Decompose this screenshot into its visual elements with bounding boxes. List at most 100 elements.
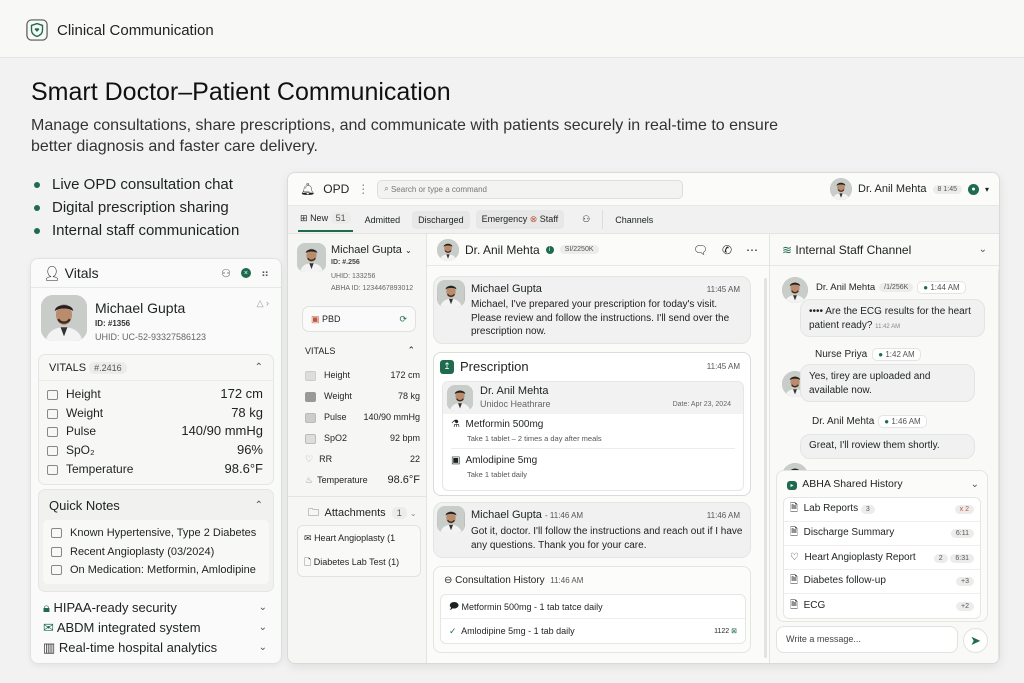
vital-row: Weight 78 kg — [47, 404, 263, 423]
doctor-org: Unidoc Heathrare — [480, 399, 551, 409]
vital-row: ♨ Temperature 98.6°F — [305, 470, 420, 491]
database-icon: ≋ — [782, 242, 793, 257]
close-box-icon[interactable]: ⊠ — [731, 628, 737, 635]
abha-count: 3 — [860, 505, 875, 514]
quick-notes-title: Quick Notes — [49, 497, 120, 513]
attachments-count: 1 — [391, 507, 407, 519]
history-icon: ⊖ — [444, 575, 453, 586]
bell-icon[interactable]: 🔔︎ — [300, 182, 316, 196]
vital-label: RR — [319, 454, 333, 464]
person-icon[interactable]: ⚇ — [221, 267, 231, 280]
vital-value: 172 cm — [220, 386, 263, 401]
message-icon[interactable]: 🗨︎ — [692, 242, 708, 257]
abha-label: Diabetes follow-up — [803, 575, 886, 586]
module-name[interactable]: OPD — [323, 182, 350, 196]
message-sender: Dr. Anil Mehta — [816, 282, 876, 293]
document-icon: 🗎 — [790, 527, 799, 538]
tab-discharged[interactable]: Discharged — [412, 210, 470, 229]
history-time: 11:46 AM — [550, 576, 584, 585]
staff-channel-title: Internal Staff Channel — [795, 242, 912, 257]
patient-id: ID: #1356 — [95, 319, 131, 328]
chevron-up-icon[interactable]: ⌃ — [254, 499, 263, 511]
patient-name: Michael Gupta — [95, 300, 186, 316]
chevron-up-icon[interactable]: ⌃ — [254, 362, 263, 373]
mail-icon: ✉︎ — [304, 533, 312, 543]
vital-row: Height 172 cm — [47, 385, 263, 404]
alert-chevron-icon[interactable]: △ › — [256, 298, 269, 308]
chevron-up-icon[interactable]: ⌃ — [407, 345, 415, 355]
history-item[interactable]: 🗩 Metformin 500mg - 1 tab tatce daily — [441, 595, 745, 619]
close-icon[interactable]: × — [240, 268, 251, 278]
vital-row: Height 172 cm — [305, 365, 420, 386]
send-button[interactable]: ➤ — [963, 628, 988, 653]
people-icon[interactable]: ⚇ — [570, 210, 604, 229]
message-time: 11:45 AM — [706, 285, 740, 294]
message-bubble: Michael Gupta 11:45 AM Michael, I've pre… — [433, 276, 751, 344]
feature-label: Real-time hospital analytics — [58, 640, 218, 655]
abha-badge: +3 — [956, 577, 974, 586]
chevron-down-icon[interactable]: ⌄ — [970, 478, 979, 490]
feature-hipaa[interactable]: 🔒︎ HIPAA-ready security ⌄ — [43, 598, 267, 618]
staff-panel: ≋ Internal Staff Channel ⌄ Dr. Anil Mehta… — [770, 234, 999, 663]
message-input[interactable]: Write a message... — [776, 626, 958, 653]
tab-emergency[interactable]: Emergency — [481, 214, 528, 224]
attachment-item[interactable]: 🗋 Diabetes Lab Test (1) — [304, 550, 420, 574]
attachments-header[interactable]: 🗀 Attachments 1 ⌄ — [308, 504, 417, 523]
avatar — [437, 238, 459, 261]
menu-icon[interactable]: ⠶ — [260, 267, 269, 280]
message-time: 11:46 AM — [706, 511, 740, 520]
tab-emergency-staff[interactable]: Emergency ⊗ Staff — [475, 210, 565, 229]
check-badge-icon: ✓ — [449, 625, 457, 636]
feature-abdm[interactable]: ✉︎ ABDM integrated system ⌄ — [43, 618, 267, 638]
tab-channels[interactable]: Channels — [615, 214, 654, 225]
message-bubble: •••• Are the ECG results for the heart p… — [800, 299, 985, 337]
message-time: 1:46 AM — [891, 417, 921, 426]
tab-admitted[interactable]: Admitted — [364, 214, 401, 225]
abha-item[interactable]: 🗎 Diabetes follow-up +3 — [784, 570, 980, 594]
feature-analytics[interactable]: ▥ Real-time hospital analytics ⌄ — [43, 638, 267, 658]
lock-icon: 🔒︎ — [43, 600, 50, 615]
tab-count: 51 — [330, 212, 351, 224]
tab-bar: ⊞ New 51 Admitted Discharged Emergency ⊗… — [288, 206, 999, 234]
scrollbar[interactable] — [764, 278, 767, 658]
chat-icon: 🗩 — [449, 600, 459, 611]
vital-value: 98.6°F — [387, 474, 420, 486]
bullet-dot — [34, 204, 40, 211]
abha-item[interactable]: 🗎 Lab Reports 3 x 2 — [784, 498, 980, 522]
tab-new[interactable]: ⊞ New 51 — [298, 207, 353, 232]
abha-item[interactable]: ♡ Heart Angioplasty Report 2 6:31 — [784, 546, 980, 570]
heart-check-icon: ♡ — [790, 552, 799, 563]
message-time: 1:42 AM — [885, 350, 915, 359]
pbd-button[interactable]: ▣ PBD ⟳ — [302, 306, 416, 332]
patient-name[interactable]: Michael Gupta ⌄ — [331, 244, 412, 256]
caret-down-icon[interactable]: ▾ — [984, 184, 989, 194]
vital-label: Height — [324, 370, 351, 380]
abha-badge: x 2 — [954, 505, 974, 514]
scrollbar[interactable] — [998, 270, 999, 660]
calendar-icon: ▣ — [311, 313, 320, 324]
tab-staff[interactable]: Staff — [539, 214, 559, 224]
prescription-card[interactable]: ↥ Prescription 11:45 AM Dr. Anil Mehta Un… — [433, 352, 751, 496]
chevron-down-icon[interactable]: ⌄ — [978, 244, 987, 255]
height-icon — [47, 389, 58, 400]
abha-item[interactable]: 🗎 Discharge Summary 6:11 — [784, 522, 980, 546]
chat-refresh-icon[interactable]: ⟳ — [399, 313, 407, 324]
weight-icon — [305, 391, 316, 402]
message-sender: Michael Gupta — [471, 509, 542, 521]
app-title: Clinical Communication — [57, 22, 214, 39]
history-item[interactable]: ✓ Amlodipine 5mg - 1 tab daily 1122 ⊠ — [441, 619, 745, 643]
attachment-item[interactable]: ✉︎ Heart Angioplasty (1 — [304, 526, 420, 550]
patient-summary: Michael Gupta ID: #1356 UHID: UC-52-9332… — [31, 288, 281, 354]
vital-value: 140/90 mmHg — [363, 412, 420, 422]
search-input[interactable]: ⌕ Search or type a command — [377, 179, 684, 199]
abha-item[interactable]: 🗎 ECG +2 — [784, 594, 980, 618]
avatar — [830, 178, 853, 200]
document-icon: 🗎 — [790, 599, 799, 611]
message-sender: Nurse Priya — [815, 349, 868, 360]
app-window: 🔔︎ OPD ⋮ ⌕ Search or type a command Dr. An… — [287, 172, 1000, 664]
user-menu[interactable]: Dr. Anil Mehta 8 1:45 ● ▾ — [830, 178, 989, 200]
phone-icon[interactable]: ✆ — [721, 242, 732, 257]
vital-value: 22 — [409, 454, 420, 464]
avatar — [297, 243, 326, 272]
more-icon[interactable]: ⋯ — [746, 242, 758, 257]
